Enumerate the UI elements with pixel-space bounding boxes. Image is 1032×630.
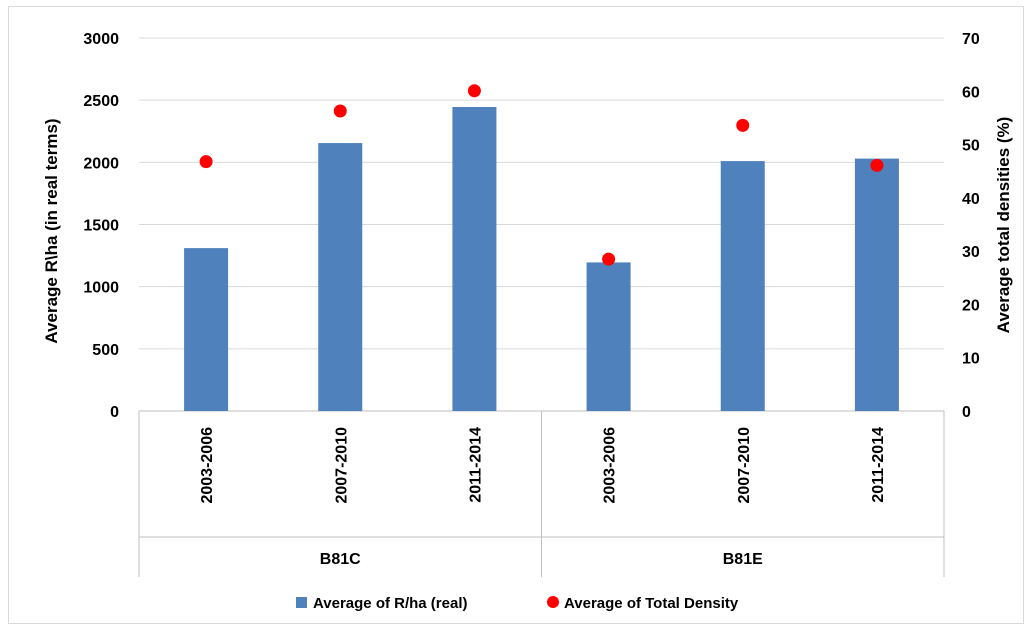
- left-axis-ticks: 0 500 1000 1500 2000 2500 3000: [83, 31, 119, 421]
- x-group-label: B81C: [320, 551, 361, 568]
- density-point: [736, 118, 750, 132]
- y-tick-label: 3000: [83, 31, 119, 48]
- legend-density-swatch: [547, 596, 559, 608]
- x-axis: 2003-2006 2007-2010 2011-2014 B81C 2003-2006…: [138, 411, 945, 577]
- legend-density-label: Average of Total Density: [564, 595, 739, 612]
- density-point: [467, 84, 481, 98]
- density-point: [870, 158, 884, 172]
- y2-tick-label: 40: [962, 191, 980, 208]
- y-tick-label: 1000: [83, 280, 119, 297]
- legend: Average of R/ha (real) Average of Total …: [296, 595, 739, 612]
- bar: [720, 161, 765, 411]
- x-tick-label: 2003-2006: [199, 427, 216, 504]
- density-series: [199, 84, 884, 266]
- legend-bar-label: Average of R/ha (real): [313, 595, 468, 612]
- y2-tick-label: 20: [962, 297, 980, 314]
- y-tick-label: 500: [92, 342, 119, 359]
- x-tick-label: 2007-2010: [333, 427, 350, 504]
- y2-tick-label: 30: [962, 244, 980, 261]
- legend-bar-swatch: [296, 597, 307, 608]
- y2-tick-label: 70: [962, 31, 980, 48]
- y-tick-label: 0: [110, 404, 119, 421]
- gridlines: [139, 37, 944, 412]
- bar: [854, 158, 899, 411]
- y2-tick-label: 60: [962, 84, 980, 101]
- chart-svg: 0 500 1000 1500 2000 2500 3000 0 10 20 30 40 50 60 70…: [42, 31, 1013, 612]
- right-axis-ticks: 0 10 20 30 40 50 60 70: [962, 31, 980, 421]
- bar-series: [184, 107, 899, 412]
- x-tick-label: 2007-2010: [736, 427, 753, 504]
- density-point: [199, 155, 213, 169]
- x-tick-label: 2011-2014: [467, 427, 484, 503]
- y2-tick-label: 0: [962, 404, 971, 421]
- y-axis-title: Average R\ha (in real terms): [42, 118, 61, 343]
- y2-axis-title: Average total densities (%): [994, 117, 1013, 334]
- y2-tick-label: 10: [962, 351, 980, 368]
- y-tick-label: 2000: [83, 155, 119, 172]
- bar: [184, 248, 229, 411]
- x-tick-label: 2003-2006: [602, 427, 619, 504]
- bar: [318, 143, 363, 412]
- x-group-label: B81E: [723, 551, 763, 568]
- chart-frame: 0 500 1000 1500 2000 2500 3000 0 10 20 30 40 50 60 70…: [8, 6, 1024, 624]
- x-tick-label: 2011-2014: [870, 427, 887, 503]
- bar: [452, 107, 497, 411]
- bar: [586, 262, 631, 411]
- density-point: [333, 104, 347, 118]
- y2-tick-label: 50: [962, 138, 980, 155]
- y-tick-label: 1500: [83, 218, 119, 235]
- density-point: [602, 252, 616, 266]
- y-tick-label: 2500: [83, 93, 119, 110]
